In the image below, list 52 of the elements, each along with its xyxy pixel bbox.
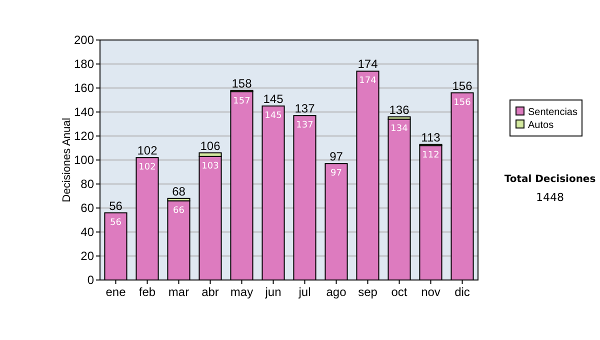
total-label: 136	[389, 102, 410, 117]
y-tick-label: 200	[74, 33, 94, 47]
total-label: 174	[358, 57, 378, 72]
x-tick-label: jul	[298, 285, 311, 299]
x-tick-label: nov	[421, 285, 440, 299]
y-tick-label: 140	[74, 105, 94, 119]
x-tick-label: jun	[264, 285, 282, 299]
total-label: 97	[330, 150, 344, 164]
data-label: 156	[454, 98, 472, 108]
legend-label: Autos	[528, 120, 554, 131]
data-label: 56	[110, 218, 122, 228]
total-label: 158	[232, 76, 252, 90]
data-label: 97	[330, 168, 342, 179]
x-tick-label: ene	[106, 285, 126, 299]
y-tick-label: 40	[80, 225, 94, 239]
y-tick-label: 80	[80, 177, 94, 191]
data-label: 66	[173, 206, 185, 216]
data-label: 102	[138, 162, 156, 173]
x-tick-label: ago	[326, 285, 347, 299]
x-tick-label: oct	[391, 285, 408, 299]
text: 1448	[536, 191, 564, 204]
x-tick-label: may	[230, 285, 254, 299]
y-tick-label: 60	[80, 201, 94, 215]
x-tick-label: mar	[168, 285, 190, 299]
y-tick-label: 0	[87, 273, 94, 287]
x-tick-label: sep	[358, 285, 378, 299]
y-tick-label: 120	[74, 129, 94, 143]
total-label: 156	[452, 78, 473, 93]
data-label: 103	[202, 161, 219, 172]
x-tick-label: feb	[138, 285, 156, 299]
y-axis-title: Decisiones Anual	[61, 118, 73, 202]
data-label: 174	[359, 76, 377, 86]
data-label: 134	[390, 124, 408, 134]
total-label: 68	[172, 184, 186, 198]
y-tick-label: 160	[74, 81, 94, 95]
data-label: 145	[264, 111, 282, 121]
total-label: 145	[263, 92, 284, 106]
total-label: 137	[294, 102, 316, 116]
data-label: 112	[422, 150, 440, 161]
y-tick-label: 100	[74, 153, 94, 167]
x-tick-label: abr	[202, 285, 219, 299]
total-label: 102	[137, 144, 158, 158]
text: Total Decisiones	[504, 174, 596, 185]
x-tick-label: dic	[454, 285, 470, 299]
data-label: 157	[233, 96, 250, 107]
y-tick-label: 20	[80, 249, 94, 263]
total-label: 56	[109, 198, 123, 213]
legend-label: Sentencias	[528, 107, 578, 118]
y-tick-label: 180	[74, 57, 94, 71]
total-label: 106	[200, 138, 221, 153]
total-label: 113	[421, 130, 441, 144]
data-label: 137	[296, 120, 314, 131]
